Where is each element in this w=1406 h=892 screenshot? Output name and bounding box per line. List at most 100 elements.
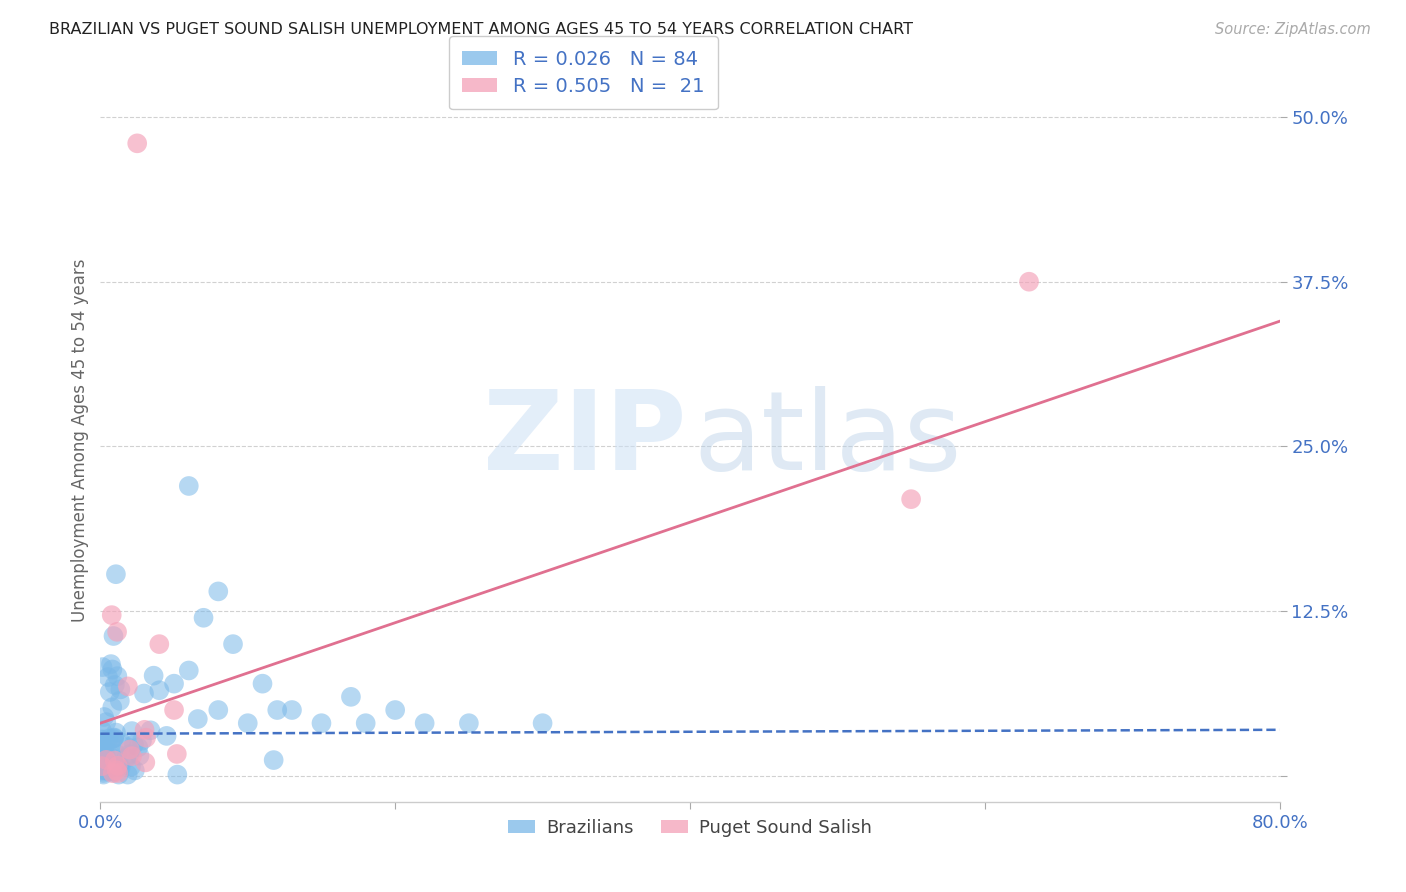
Point — [105, 624, 128, 639]
Point — [103, 629, 125, 643]
Point — [117, 740, 139, 755]
Point — [90, 732, 112, 747]
Point — [900, 492, 922, 507]
Point — [94, 755, 117, 769]
Point — [90, 755, 112, 769]
Point — [107, 759, 129, 773]
Point — [91, 660, 114, 674]
Point — [266, 703, 288, 717]
Point — [131, 733, 153, 747]
Point — [97, 759, 120, 773]
Point — [263, 753, 285, 767]
Point — [96, 764, 118, 778]
Legend: Brazilians, Puget Sound Salish: Brazilians, Puget Sound Salish — [501, 812, 879, 844]
Point — [110, 682, 132, 697]
Point — [354, 716, 377, 731]
Point — [105, 725, 128, 739]
Point — [124, 764, 146, 778]
Point — [166, 767, 188, 781]
Point — [90, 723, 112, 738]
Point — [110, 735, 132, 749]
Point — [101, 764, 124, 779]
Point — [163, 676, 186, 690]
Point — [177, 664, 200, 678]
Point — [118, 742, 141, 756]
Point — [98, 759, 121, 773]
Point — [97, 731, 120, 746]
Point — [97, 670, 120, 684]
Point — [93, 741, 115, 756]
Point — [142, 668, 165, 682]
Point — [222, 637, 245, 651]
Point — [148, 637, 170, 651]
Point — [122, 738, 145, 752]
Point — [115, 751, 138, 765]
Point — [117, 679, 139, 693]
Point — [90, 738, 112, 752]
Point — [139, 723, 162, 738]
Point — [96, 715, 118, 730]
Point — [134, 756, 156, 770]
Point — [128, 748, 150, 763]
Point — [98, 685, 121, 699]
Point — [457, 716, 479, 731]
Point — [93, 766, 115, 780]
Point — [134, 723, 156, 737]
Point — [108, 760, 131, 774]
Point — [110, 760, 132, 774]
Point — [127, 136, 149, 151]
Point — [121, 749, 143, 764]
Point — [107, 767, 129, 781]
Point — [148, 683, 170, 698]
Point — [108, 694, 131, 708]
Point — [207, 584, 229, 599]
Point — [340, 690, 363, 704]
Point — [104, 567, 127, 582]
Point — [97, 745, 120, 759]
Point — [91, 747, 114, 761]
Point — [120, 759, 142, 773]
Point — [103, 731, 125, 745]
Point — [90, 759, 112, 773]
Point — [98, 764, 121, 779]
Point — [155, 729, 177, 743]
Point — [101, 766, 124, 780]
Point — [384, 703, 406, 717]
Point — [101, 751, 124, 765]
Point — [94, 764, 117, 778]
Point — [236, 716, 259, 731]
Point — [252, 676, 274, 690]
Point — [96, 753, 118, 767]
Point — [193, 611, 215, 625]
Text: ZIP: ZIP — [484, 386, 686, 493]
Point — [103, 731, 125, 746]
Point — [101, 663, 124, 677]
Point — [187, 712, 209, 726]
Point — [93, 767, 115, 781]
Point — [132, 686, 155, 700]
Point — [127, 740, 149, 755]
Point — [413, 716, 436, 731]
Point — [118, 747, 141, 762]
Y-axis label: Unemployment Among Ages 45 to 54 years: Unemployment Among Ages 45 to 54 years — [72, 258, 89, 622]
Point — [90, 732, 112, 747]
Point — [101, 731, 124, 746]
Text: Source: ZipAtlas.com: Source: ZipAtlas.com — [1215, 22, 1371, 37]
Point — [207, 703, 229, 717]
Point — [1018, 275, 1040, 289]
Point — [100, 608, 122, 623]
Text: atlas: atlas — [693, 386, 962, 493]
Point — [121, 724, 143, 739]
Point — [135, 731, 157, 745]
Point — [531, 716, 554, 731]
Point — [117, 767, 139, 781]
Point — [100, 657, 122, 672]
Point — [90, 736, 112, 750]
Point — [281, 703, 304, 717]
Point — [93, 710, 115, 724]
Text: BRAZILIAN VS PUGET SOUND SALISH UNEMPLOYMENT AMONG AGES 45 TO 54 YEARS CORRELATI: BRAZILIAN VS PUGET SOUND SALISH UNEMPLOY… — [49, 22, 914, 37]
Point — [104, 754, 127, 768]
Point — [163, 703, 186, 717]
Point — [105, 747, 128, 762]
Point — [91, 763, 114, 777]
